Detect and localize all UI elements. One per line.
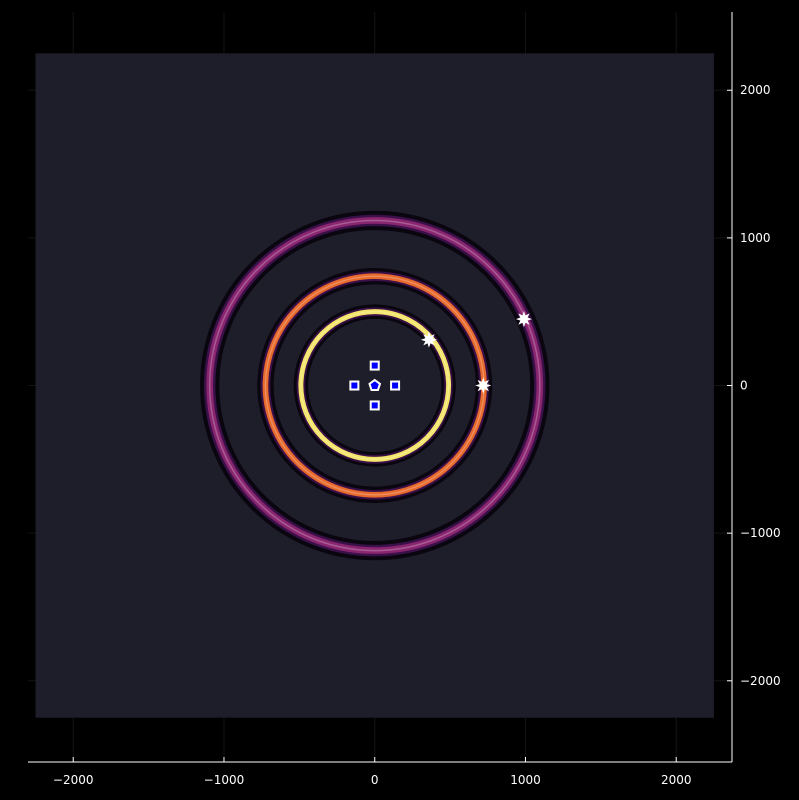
axes: −2000 −1000 0 1000 2000 2000 1000 0 −1000 −2000 (28, 12, 781, 787)
y-tick-label-2: 0 (740, 379, 748, 393)
ring-core-2 (208, 219, 541, 552)
pentagon-marker-0 (368, 378, 382, 391)
square-marker-1 (349, 380, 360, 391)
x-tick-label-0: −2000 (53, 773, 94, 787)
x-tick-label-3: 1000 (510, 773, 541, 787)
square-marker-2 (390, 380, 401, 391)
x-tick-label-1: −1000 (204, 773, 245, 787)
markers (349, 311, 533, 411)
star-marker-0 (420, 331, 438, 348)
y-tick-label-3: −1000 (740, 526, 781, 540)
ring-core-0 (300, 311, 450, 460)
y-tick-label-1: 1000 (740, 231, 771, 245)
x-tick-label-4: 2000 (661, 773, 692, 787)
star-marker-2 (515, 311, 533, 328)
square-marker-0 (369, 360, 380, 371)
x-tick-label-2: 0 (371, 773, 379, 787)
ring-0 (298, 309, 452, 462)
y-tick-label-0: 2000 (740, 83, 771, 97)
star-marker-1 (475, 377, 492, 394)
square-marker-3 (369, 400, 380, 411)
y-tick-label-4: −2000 (740, 674, 781, 688)
ring-2 (206, 217, 544, 554)
